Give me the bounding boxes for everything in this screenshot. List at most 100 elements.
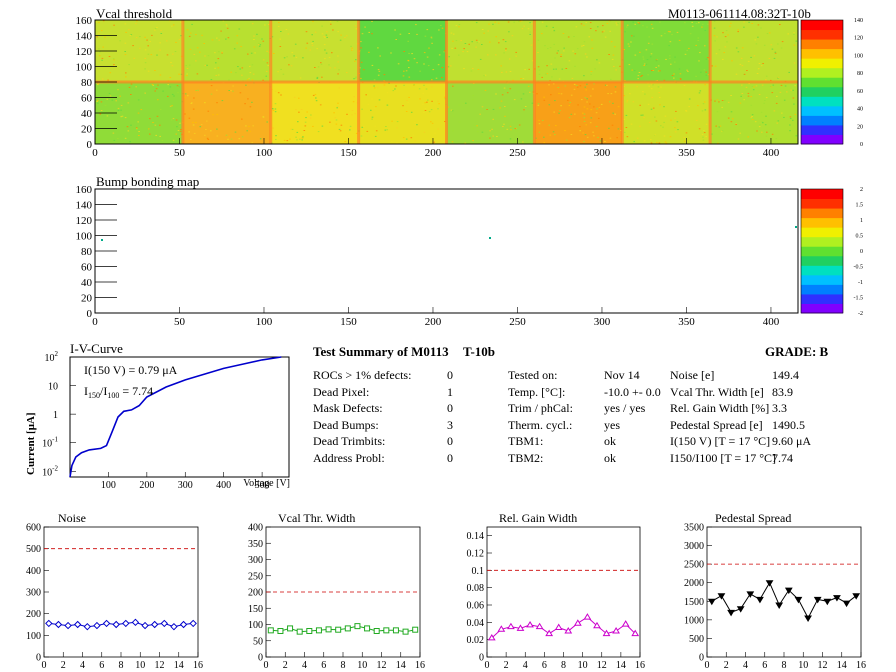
heatmap-pixel: [411, 53, 413, 55]
heatmap-pixel: [610, 41, 613, 43]
heatmap-pixel: [101, 59, 103, 61]
heatmap-pixel: [506, 128, 509, 130]
heatmap-pixel: [645, 49, 648, 51]
heatmap-pixel: [582, 45, 585, 46]
heatmap-pixel: [301, 139, 303, 141]
heatmap-pixel: [737, 29, 739, 31]
heatmap-pixel: [416, 62, 418, 64]
heatmap-pixel: [558, 92, 560, 94]
heatmap-pixel: [317, 131, 320, 133]
heatmap-pixel: [99, 51, 101, 53]
summary-value: 3: [447, 417, 453, 432]
heatmap-pixel: [96, 36, 98, 38]
heatmap-pixel: [408, 76, 411, 78]
heatmap-pixel: [590, 73, 592, 75]
data-point: [160, 619, 169, 628]
heatmap-pixel: [579, 126, 581, 128]
iv-title: I-V-Curve: [70, 341, 123, 356]
heatmap-pixel: [129, 35, 132, 36]
plot-title: Noise: [58, 511, 86, 525]
heatmap-pixel: [650, 139, 652, 141]
heatmap-pixel: [727, 117, 730, 119]
heatmap-pixel: [207, 138, 210, 140]
heatmap-pixel: [259, 138, 262, 140]
heatmap-pixel: [669, 31, 671, 33]
heatmap-pixel: [617, 106, 620, 108]
heatmap-pixel: [280, 68, 282, 70]
heatmap-pixel: [169, 77, 172, 78]
heatmap-pixel: [570, 134, 573, 135]
heatmap-pixel: [240, 46, 242, 48]
heatmap-pixel: [146, 39, 148, 41]
heatmap-pixel: [321, 25, 323, 27]
heatmap-pixel: [656, 142, 658, 143]
heatmap-pixel: [128, 64, 130, 66]
heatmap-pixel: [598, 117, 600, 119]
heatmap-pixel: [290, 128, 292, 130]
heatmap-pixel: [518, 124, 521, 126]
heatmap-pixel: [560, 105, 562, 107]
heatmap-pixel: [650, 88, 653, 90]
heatmap-pixel: [718, 126, 721, 128]
heatmap-pixel: [405, 70, 408, 72]
heatmap-pixel: [360, 135, 363, 137]
heatmap-pixel: [537, 39, 540, 41]
heatmap-pixel: [221, 52, 223, 54]
heatmap-pixel: [204, 64, 207, 66]
heatmap-pixel: [434, 132, 436, 134]
heatmap-pixel: [320, 62, 322, 64]
heatmap-pixel: [654, 134, 656, 136]
heatmap-pixel: [441, 77, 443, 78]
heatmap-pixel: [793, 33, 795, 35]
heatmap-pixel: [608, 20, 611, 22]
data-point: [583, 613, 592, 620]
heatmap-pixel: [637, 78, 639, 80]
color-scale-segment: [801, 105, 843, 116]
color-scale-tick-label: 20: [857, 124, 863, 130]
heatmap-pixel: [127, 102, 130, 104]
heatmap-pixel: [350, 45, 352, 47]
heatmap-pixel: [309, 104, 311, 106]
heatmap-pixel: [606, 23, 609, 24]
heatmap-pixel: [352, 101, 355, 103]
plot-frame: [706, 526, 862, 658]
plot-y-tick-label: 200: [26, 609, 41, 620]
data-point: [497, 625, 506, 632]
heatmap-pixel: [144, 68, 146, 70]
heatmap-pixel: [374, 125, 377, 127]
heatmap-pixel: [671, 34, 673, 36]
data-point: [631, 629, 640, 637]
heatmap-pixel: [491, 128, 493, 130]
heatmap-pixel: [674, 56, 676, 58]
data-point: [602, 629, 611, 637]
heatmap-pixel: [688, 47, 690, 49]
heatmap-pixel: [570, 94, 573, 96]
data-point: [412, 626, 419, 633]
color-scale-tick-label: 2: [860, 187, 863, 193]
heatmap-pixel: [444, 121, 446, 122]
heatmap-pixel: [669, 57, 671, 59]
heatmap-pixel: [205, 129, 207, 130]
heatmap-pixel: [117, 89, 119, 91]
heatmap-pixel: [726, 41, 728, 43]
heatmap-pixel: [507, 21, 510, 23]
plot-x-tick-label: 14: [837, 660, 847, 671]
heatmap-pixel: [548, 84, 550, 86]
heatmap-pixel: [595, 30, 597, 32]
heatmap-pixel: [175, 41, 177, 43]
heatmap-pixel: [351, 49, 354, 51]
heatmap-pixel: [475, 46, 477, 48]
heatmap-pixel: [149, 133, 151, 135]
heatmap-pixel: [210, 130, 212, 132]
heatmap-pixel: [280, 31, 282, 32]
heatmap-pixel: [543, 96, 545, 98]
heatmap-pixel: [505, 71, 508, 73]
data-point: [54, 620, 63, 629]
heatmap-pixel: [451, 110, 454, 112]
heatmap-pixel: [472, 128, 474, 130]
heatmap-pixel: [695, 23, 698, 25]
heatmap-pixel: [353, 96, 355, 98]
heatmap-pixel: [419, 70, 421, 72]
heatmap-pixel: [698, 92, 701, 94]
